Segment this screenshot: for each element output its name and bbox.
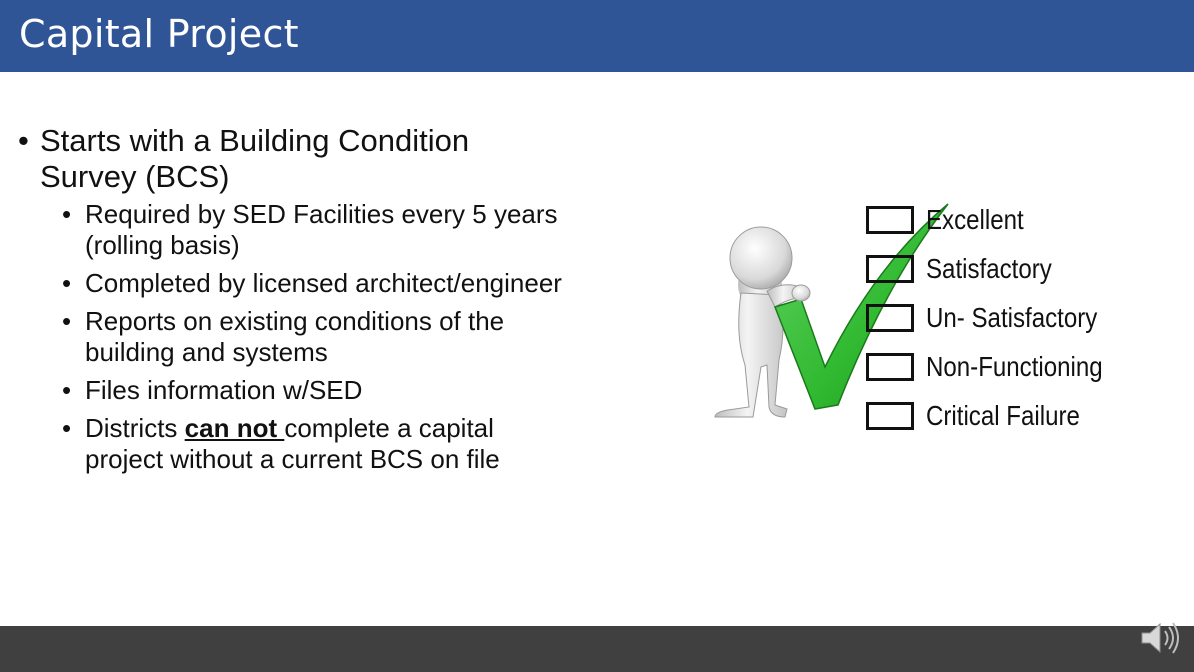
bullet-dot: • [62,268,72,298]
checklist-label: Non-Functioning [926,351,1103,382]
checkbox [866,304,914,332]
checkbox [866,255,914,283]
sub-bullet: • Districts can not complete a capital p… [18,413,658,475]
checklist-label: Critical Failure [926,400,1080,431]
sub-bullet-line2: (rolling basis) [85,230,240,260]
sub-bullet-line1: Completed by licensed architect/engineer [85,268,562,298]
bullet-dot: • [62,306,72,336]
main-bullet: • Starts with a Building Condition Surve… [18,123,658,195]
sub-bullet: • Reports on existing conditions of the … [18,306,658,368]
last-bullet-line2: project without a current BCS on file [85,444,500,474]
sub-bullet-line2: building and systems [85,337,328,367]
sub-bullet: • Completed by licensed architect/engine… [18,268,658,299]
bullet-dot: • [18,123,29,158]
bullet-dot: • [62,199,72,229]
checklist-label: Un- Satisfactory [926,302,1098,333]
main-bullet-line2: Survey (BCS) [40,159,230,194]
slide-title: Capital Project [19,12,299,56]
main-bullet-line1: Starts with a Building Condition [40,123,470,158]
title-bar: Capital Project [0,0,1194,72]
last-bullet-suffix: complete a capital [284,413,494,443]
sub-bullet-line1: Required by SED Facilities every 5 years [85,199,558,229]
sub-bullet: • Required by SED Facilities every 5 yea… [18,199,658,261]
speaker-icon[interactable] [1138,618,1182,658]
bullet-dot: • [62,413,72,443]
last-bullet-prefix: Districts [85,413,185,443]
sub-bullet-line1: Reports on existing conditions of the [85,306,505,336]
checkbox [866,206,914,234]
sub-bullet-line1: Files information w/SED [85,375,363,405]
checklist-label: Excellent [926,204,1024,235]
last-bullet-emphasis: can not [184,413,285,443]
footer-bar [0,626,1194,672]
sub-bullet: • Files information w/SED [18,375,658,406]
checkbox [866,402,914,430]
checkbox [866,353,914,381]
bullet-list: • Starts with a Building Condition Surve… [18,123,658,482]
bullet-dot: • [62,375,72,405]
checklist-label: Satisfactory [926,253,1052,284]
